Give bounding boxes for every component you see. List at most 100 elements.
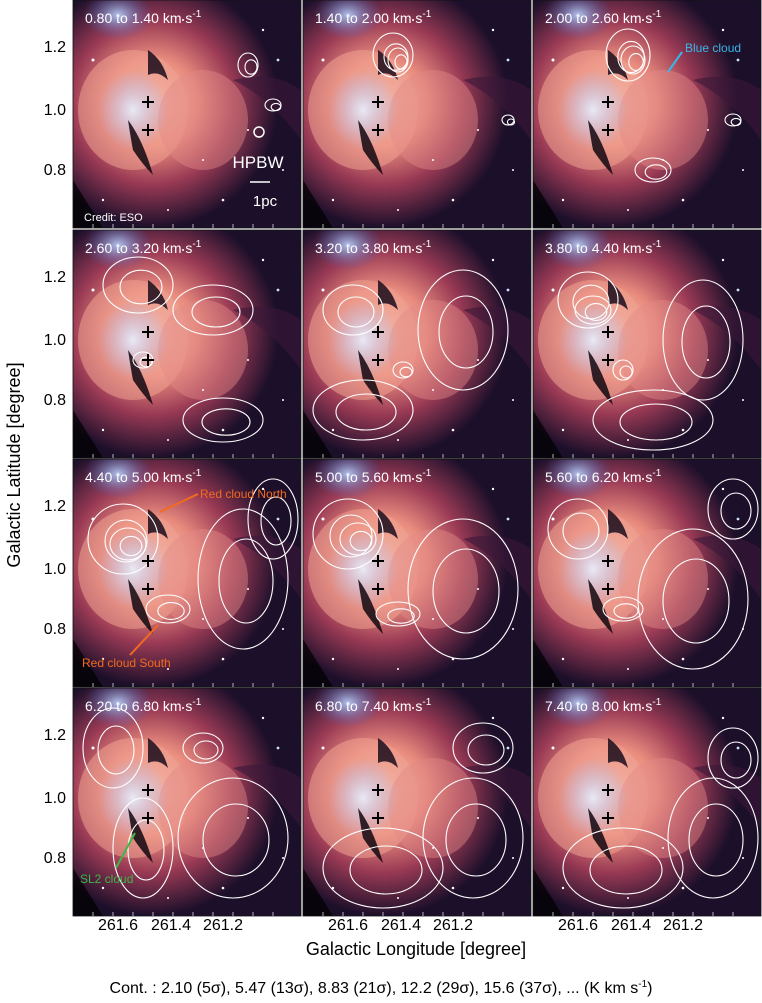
contour-line [612, 359, 634, 381]
cross-marker-icon [602, 555, 614, 567]
x-tick-label: 261.6 [558, 917, 598, 934]
contour-line [667, 777, 759, 899]
blue-cloud-label: Blue cloud [685, 41, 741, 55]
contour-line [620, 45, 646, 75]
contour-line [605, 28, 651, 82]
contour-line [506, 118, 516, 126]
y-tick-label: 1.2 [44, 269, 66, 286]
contour-line [157, 602, 185, 620]
y-tick-label: 1.0 [44, 561, 66, 578]
contour-line [337, 296, 375, 328]
contour-line [270, 102, 282, 112]
contour-line [688, 803, 744, 877]
contour-line [197, 508, 289, 650]
y-tick-label: 0.8 [44, 162, 66, 179]
contour-line [557, 271, 619, 329]
sl2-cloud-label: SL2 cloud [80, 872, 133, 886]
cross-marker-icon [142, 96, 154, 108]
contour-line [119, 269, 163, 305]
cross-marker-icon [602, 583, 614, 595]
cross-marker-icon [142, 354, 154, 366]
panel-velocity-title: 2.00 to 2.60 km s-1 [545, 9, 662, 26]
y-tick-label: 1.0 [44, 332, 66, 349]
panel-frame [302, 687, 532, 917]
panel-frame [302, 229, 532, 459]
cross-marker-icon [372, 812, 384, 824]
contour-line [218, 538, 274, 624]
contour-line [662, 558, 730, 644]
contour-line [602, 596, 644, 622]
contour-line [634, 157, 672, 183]
contour-line [387, 608, 415, 624]
channel-panel: 6.20 to 6.80 km s-1 [72, 687, 302, 917]
x-tick-label: 261.4 [381, 917, 421, 934]
contour-line [707, 727, 759, 789]
y-tick-label: 1.0 [44, 102, 66, 119]
panel-grid: 0.80 to 1.40 km s-1 1.40 to 2.00 km s-1 2.… [72, 0, 762, 917]
contour-line [349, 845, 423, 895]
y-tick-label: 1.0 [44, 790, 66, 807]
contour-line [724, 113, 742, 127]
x-axis-title: Galactic Longitude [degree] [306, 939, 526, 959]
image-credit: Credit: ESO [84, 212, 143, 224]
cross-marker-icon [142, 784, 154, 796]
panel-frame [302, 458, 532, 688]
contour-line [335, 393, 397, 431]
contour-line [329, 514, 373, 558]
cross-marker-icon [372, 354, 384, 366]
contour-caption: Cont. : 2.10 (5σ), 5.47 (13σ), 8.83 (21σ… [110, 979, 653, 997]
contour-line [399, 366, 413, 378]
panel-velocity-title: 6.80 to 7.40 km s-1 [315, 697, 432, 714]
panel-velocity-title: 2.60 to 3.20 km s-1 [85, 239, 202, 256]
cross-marker-icon [602, 96, 614, 108]
red-cloud-north-label: Red cloud North [200, 487, 287, 501]
panel-frame [72, 687, 302, 917]
channel-panel: 3.20 to 3.80 km s-1 [302, 229, 532, 459]
contour-line [619, 403, 693, 441]
cross-marker-icon [142, 812, 154, 824]
contour-line [145, 594, 191, 624]
contour-line [237, 52, 259, 78]
y-tick-label: 0.8 [44, 392, 66, 409]
contour-line [445, 803, 507, 877]
channel-panel: 0.80 to 1.40 km s-1 [72, 0, 302, 229]
cross-marker-icon [602, 124, 614, 136]
contour-line [644, 164, 668, 180]
contour-line [201, 408, 251, 436]
contour-line [720, 492, 752, 530]
panel-velocity-title: 5.60 to 6.20 km s-1 [545, 468, 662, 485]
channel-panel: 5.00 to 5.60 km s-1 [302, 458, 532, 688]
contour-line [562, 512, 600, 550]
cross-marker-icon [602, 784, 614, 796]
panel-velocity-title: 0.80 to 1.40 km s-1 [85, 9, 202, 26]
contour-line [394, 54, 408, 70]
contour-line [112, 797, 174, 899]
cross-marker-icon [602, 354, 614, 366]
y-axis-title: Galactic Latitude [degree] [4, 362, 24, 567]
panel-velocity-title: 1.40 to 2.00 km s-1 [315, 9, 432, 26]
contour-line [467, 734, 505, 766]
panel-velocity-title: 5.00 to 5.60 km s-1 [315, 468, 432, 485]
cross-marker-icon [602, 812, 614, 824]
y-tick-label: 1.2 [44, 498, 66, 515]
channel-panel: 4.40 to 5.00 km s-1 [72, 458, 302, 688]
channel-panel: 5.60 to 6.20 km s-1 [532, 458, 762, 688]
panel-velocity-title: 7.40 to 8.00 km s-1 [545, 697, 662, 714]
contour-line [127, 819, 165, 881]
cross-marker-icon [372, 583, 384, 595]
contour-line [104, 519, 148, 563]
x-tick-label: 261.2 [663, 917, 703, 934]
cross-marker-icon [372, 96, 384, 108]
contour-line [387, 47, 409, 73]
nebula-image [303, 0, 531, 228]
x-tick-label: 261.2 [433, 917, 473, 934]
cross-marker-icon [602, 326, 614, 338]
contour-line [720, 741, 752, 779]
contour-line [572, 284, 610, 320]
x-tick-label: 261.4 [151, 917, 191, 934]
x-tick-label: 261.6 [98, 917, 138, 934]
contour-line [375, 601, 421, 627]
cross-marker-icon [142, 555, 154, 567]
contour-line [452, 722, 514, 774]
contour-line [619, 365, 633, 379]
